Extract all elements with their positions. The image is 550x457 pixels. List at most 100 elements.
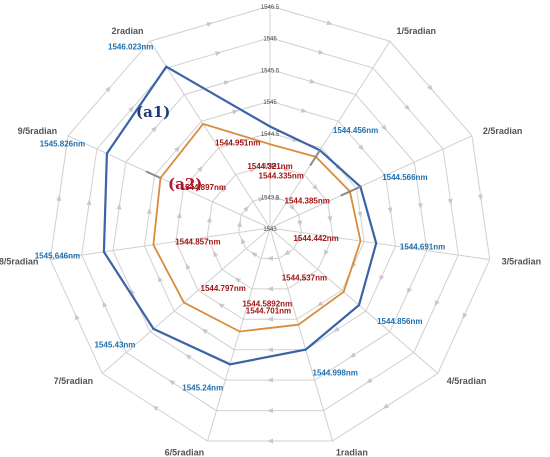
label-leader-line <box>145 170 161 179</box>
ring-arrow <box>297 220 303 227</box>
data-label: 1544.701nm <box>246 306 291 315</box>
series-line-2 <box>152 122 362 333</box>
ring-arrow <box>326 20 333 26</box>
axis-label: 2radian <box>111 26 143 36</box>
ring-arrow <box>243 205 249 213</box>
tick-label: 1544 <box>263 164 277 170</box>
ring-arrow <box>174 146 180 153</box>
ring-arrow <box>223 80 230 86</box>
axis-label: 8/5radian <box>0 256 38 266</box>
data-labels: 1544.456nm 1544.566nm 1544.691nm 1544.856nm… <box>35 43 446 393</box>
ring-arrow <box>267 286 273 292</box>
axis-label: 7/5radian <box>54 376 94 386</box>
ring-arrow <box>387 207 393 214</box>
ring-arrow <box>218 303 225 309</box>
axis-label: 1/5radian <box>397 26 437 36</box>
ring-arrow <box>102 301 108 308</box>
radial-tick-labels: 1543 1543.5 1544 1544.5 1545 1545.5 1546 1546.5 <box>261 5 280 233</box>
ring-arrow <box>267 347 273 353</box>
axis-label: 1radian <box>336 448 368 457</box>
data-label: 1544.897nm <box>181 183 226 192</box>
ring-arrow <box>275 195 282 201</box>
ring-arrow <box>257 197 265 203</box>
ring-arrow <box>158 275 163 283</box>
axis-spoke <box>50 227 271 261</box>
ring-arrow <box>312 184 318 191</box>
ring-arrow <box>197 165 203 173</box>
ring-arrow <box>267 255 273 261</box>
label-leader-line <box>340 190 351 197</box>
series-tag-a1: (a1) <box>136 103 170 121</box>
ring-arrow <box>300 107 308 113</box>
data-label: 1544.321nm <box>247 162 292 171</box>
ring-arrow <box>151 126 157 133</box>
tick-label: 1546.5 <box>261 5 280 11</box>
axis-spoke <box>101 227 271 374</box>
ring-arrow <box>381 124 387 131</box>
ring-arrow <box>358 144 364 151</box>
data-label: 1544.691nm <box>400 243 445 252</box>
ring-arrow <box>250 251 258 258</box>
ring-arrow <box>116 203 122 210</box>
axis-spoke <box>67 135 271 229</box>
data-label: 1545.826nm <box>40 140 85 149</box>
ring-arrow <box>185 263 191 270</box>
ring-arrow <box>434 300 440 307</box>
ring-arrow <box>215 51 222 57</box>
ring-arrow <box>379 274 385 282</box>
axis-label: 3/5radian <box>502 256 542 266</box>
ring-arrow <box>309 78 316 84</box>
data-label: 1544.797nm <box>201 284 246 293</box>
ring-arrow <box>240 138 248 144</box>
ring-arrow <box>232 109 239 115</box>
tick-label: 1545 <box>263 100 277 106</box>
ring-arrow <box>382 403 390 409</box>
ring-arrow <box>176 212 182 219</box>
ring-arrow <box>249 168 256 173</box>
data-label: 1544.998nm <box>313 369 358 378</box>
ring-arrow <box>56 194 62 202</box>
data-label: 1544.385nm <box>285 197 330 206</box>
axis-spoke <box>149 40 271 229</box>
ring-arrow <box>296 236 302 244</box>
ring-arrow <box>267 316 273 322</box>
series-tag-a2: (a2) <box>168 175 202 193</box>
ring-arrow <box>86 199 92 206</box>
ring-arrow <box>324 249 329 257</box>
ring-arrow <box>407 287 412 294</box>
tick-label: 1545.5 <box>261 68 280 74</box>
axis-label: 6/5radian <box>165 448 205 457</box>
data-label: 1545.24nm <box>182 383 223 392</box>
ring-arrow <box>267 377 273 383</box>
axis-spoke <box>269 227 439 374</box>
ring-arrow <box>283 166 290 172</box>
data-label: 1544.951nm <box>215 138 260 147</box>
ring-arrow <box>357 211 363 218</box>
data-series <box>102 65 378 366</box>
ring-arrow <box>201 328 209 335</box>
ring-arrow <box>462 312 468 320</box>
ring-arrow <box>185 354 192 360</box>
radar-grid <box>49 5 491 444</box>
axis-labels: 1/5radian 2/5radian 3/5radian 4/5radian 1rad… <box>0 26 541 457</box>
ring-arrow <box>152 405 159 411</box>
data-label: 1544.857nm <box>175 238 220 247</box>
ring-arrow <box>447 198 453 205</box>
tick-label: 1546 <box>263 37 277 43</box>
data-label: 1544.5892nm <box>242 300 292 309</box>
ring-arrow <box>234 277 241 283</box>
ring-arrow <box>349 352 357 358</box>
ring-arrow <box>206 22 213 27</box>
data-label: 1545.646nm <box>35 251 80 260</box>
data-label: 1544.335nm <box>259 171 304 180</box>
ring-arrow <box>327 215 333 223</box>
data-label: 1546.023nm <box>108 43 153 52</box>
ring-arrow <box>146 207 152 215</box>
axis-spoke <box>269 227 333 442</box>
axis-spoke <box>269 135 473 229</box>
axis-label: 9/5radian <box>18 126 58 136</box>
series-line-1 <box>102 65 378 366</box>
data-label: 1544.456nm <box>333 126 378 135</box>
ring-arrow <box>427 84 433 91</box>
ring-arrow <box>236 220 242 228</box>
